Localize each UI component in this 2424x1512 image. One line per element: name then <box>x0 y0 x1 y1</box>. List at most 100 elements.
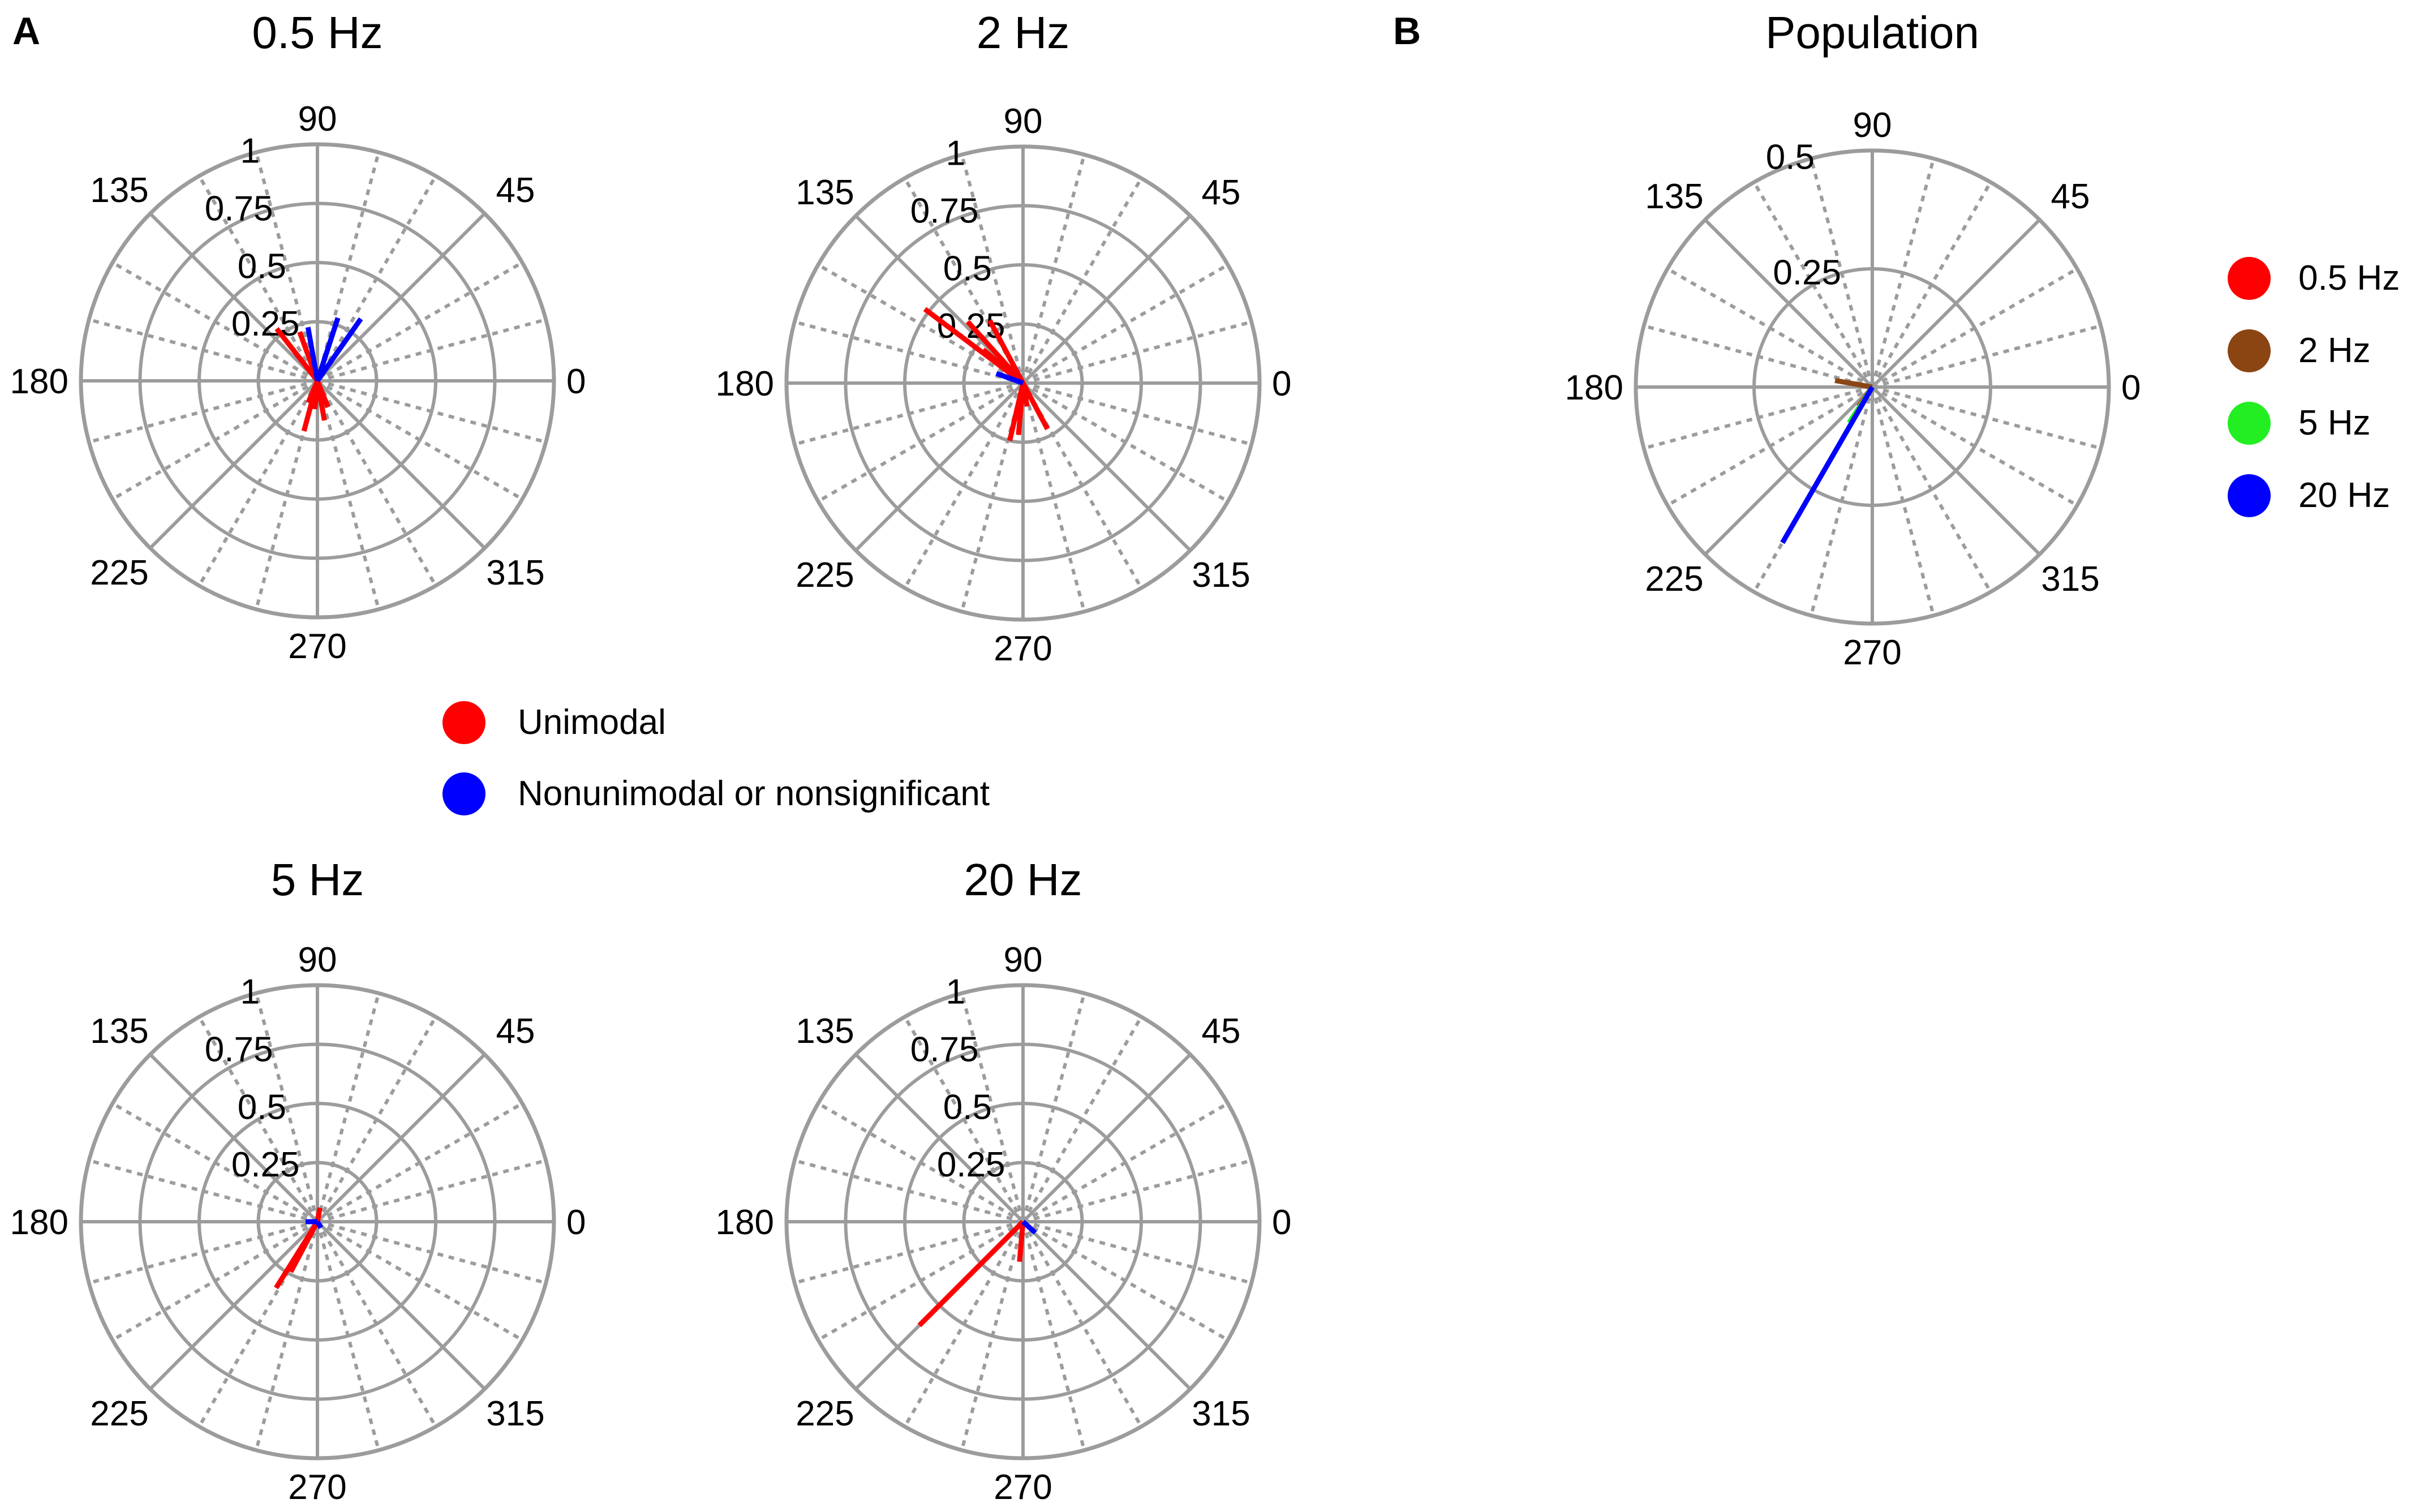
angle-tick-label: 45 <box>1202 173 1241 212</box>
vector-unimodal <box>1020 383 1030 407</box>
angle-tick-label: 45 <box>1202 1012 1241 1051</box>
angle-tick-label: 0 <box>566 362 586 401</box>
angle-tick-label: 270 <box>994 1468 1052 1507</box>
angle-tick-label: 180 <box>1565 368 1623 407</box>
angle-tick-label: 315 <box>486 553 544 592</box>
grid-outer-ring <box>784 144 1262 622</box>
angle-tick-label: 180 <box>10 1203 68 1242</box>
panel-label-b: B <box>1393 10 1421 53</box>
vector-nonunimodal-or-nonsignificant <box>315 317 363 383</box>
angle-tick-label: 180 <box>10 362 68 401</box>
radial-tick-label: 0.25 <box>231 304 300 343</box>
grid-ring <box>1752 267 1992 507</box>
angle-tick-label: 0 <box>566 1203 586 1242</box>
radial-tick-label: 0.75 <box>205 190 273 229</box>
angle-tick-label: 0 <box>2121 368 2141 407</box>
radial-tick-label: 0.25 <box>1773 253 1841 292</box>
chart-title: 5 Hz <box>271 854 364 905</box>
angle-tick-label: 270 <box>288 1468 346 1507</box>
angle-tick-label: 270 <box>1843 633 1901 672</box>
radial-tick-label: 0.75 <box>910 1030 979 1069</box>
angle-tick-label: 45 <box>496 1012 535 1051</box>
grid-ring <box>256 320 379 442</box>
grid-ring <box>903 1102 1143 1342</box>
vector-unimodal <box>981 347 1025 385</box>
angle-tick-label: 0 <box>1272 364 1291 403</box>
vector-unimodal <box>288 1220 320 1273</box>
grid-ring <box>844 1042 1202 1401</box>
legend-panel-a: Unimodal Nonunimodal or nonsignificant <box>442 701 990 815</box>
radial-tick-label: 0.25 <box>937 1145 1005 1184</box>
angle-tick-label: 180 <box>716 364 774 403</box>
grid-outer-ring <box>79 142 556 620</box>
legend-marker-5hz <box>2228 402 2271 445</box>
vector-unimodal <box>274 327 320 383</box>
vector-unimodal <box>1017 1221 1026 1262</box>
vector-unimodal <box>917 1219 1025 1328</box>
angle-tick-label: 315 <box>1192 1394 1250 1433</box>
grid-ring <box>197 261 437 501</box>
angle-tick-label: 270 <box>288 627 346 666</box>
radial-tick-label: 0.5 <box>238 1088 286 1127</box>
polar-plot-20hz: 20 Hz 0.25 0.5 0.75 1 0 45 90 135 180 225 270 315 <box>716 854 1292 1507</box>
angle-tick-label: 135 <box>1645 177 1703 216</box>
radial-tick-label: 0.5 <box>943 249 992 288</box>
legend-label-unimodal: Unimodal <box>518 703 666 742</box>
angle-tick-label: 225 <box>796 556 854 595</box>
radial-tick-label: 0.5 <box>238 247 286 286</box>
angle-tick-label: 225 <box>90 553 148 592</box>
legend-marker-0-5hz <box>2228 257 2271 300</box>
radial-tick-label: 0.5 <box>943 1088 992 1127</box>
grid-ring <box>138 201 497 560</box>
grid-outer-ring <box>1634 148 2111 626</box>
angle-tick-label: 135 <box>796 1012 854 1051</box>
grid-ring <box>962 1161 1084 1283</box>
angle-tick-label: 45 <box>2051 177 2090 216</box>
angle-tick-label: 90 <box>1004 940 1043 980</box>
polar-plot-population: Population 0.25 0.5 0 45 90 135 180 225 270 315 <box>1565 7 2141 672</box>
angle-tick-label: 135 <box>90 1012 148 1051</box>
angle-tick-label: 225 <box>1645 560 1703 599</box>
angle-tick-label: 180 <box>716 1203 774 1242</box>
angle-tick-label: 135 <box>90 171 148 210</box>
vector-2-hz <box>1834 377 1873 390</box>
legend-marker-nonunimodal <box>442 772 485 815</box>
radial-tick-label: 1 <box>945 134 965 173</box>
vector-nonunimodal-or-nonsignificant <box>305 327 320 381</box>
vector-unimodal <box>306 380 320 404</box>
vector-unimodal <box>1021 381 1050 431</box>
angle-tick-label: 90 <box>1004 102 1043 141</box>
legend-label-20hz: 20 Hz <box>2298 476 2390 515</box>
legend-marker-20hz <box>2228 474 2271 517</box>
angle-tick-label: 0 <box>1272 1203 1291 1242</box>
grid-outer-ring <box>79 983 556 1461</box>
angle-tick-label: 45 <box>496 171 535 210</box>
chart-title: Population <box>1765 7 1979 58</box>
angle-tick-label: 315 <box>486 1394 544 1433</box>
radial-tick-label: 1 <box>945 973 965 1012</box>
legend-marker-unimodal <box>442 701 485 744</box>
angle-tick-label: 270 <box>994 629 1052 668</box>
legend-label-2hz: 2 Hz <box>2298 331 2370 370</box>
polar-plot-5hz: 5 Hz 0.25 0.5 0.75 1 0 45 90 135 180 225 270 315 <box>10 854 586 1507</box>
grid-ring <box>256 1161 379 1283</box>
radial-tick-label: 1 <box>240 132 259 171</box>
polar-plot-0-5hz: 0.5 Hz 0.25 0.5 0.75 1 0 45 90 135 180 225 270 315 <box>10 7 586 666</box>
legend-label-0-5hz: 0.5 Hz <box>2298 259 2400 298</box>
vector-nonunimodal-or-nonsignificant <box>995 371 1024 386</box>
vector-20-hz <box>1780 385 1875 544</box>
grid-ring <box>844 204 1202 562</box>
vector-unimodal <box>987 319 1025 385</box>
angle-tick-label: 225 <box>796 1394 854 1433</box>
radial-tick-label: 0.25 <box>231 1145 300 1184</box>
angle-tick-label: 90 <box>1853 106 1892 145</box>
chart-title: 0.5 Hz <box>252 7 382 58</box>
grid-ring <box>197 1102 437 1342</box>
angle-tick-label: 90 <box>298 940 337 980</box>
angle-tick-label: 315 <box>1192 556 1250 595</box>
vector-unimodal <box>315 1207 323 1222</box>
legend-panel-b: 0.5 Hz 2 Hz 5 Hz 20 Hz <box>2228 257 2400 517</box>
chart-title: 20 Hz <box>964 854 1082 905</box>
radial-tick-label: 0.5 <box>1766 138 1815 177</box>
